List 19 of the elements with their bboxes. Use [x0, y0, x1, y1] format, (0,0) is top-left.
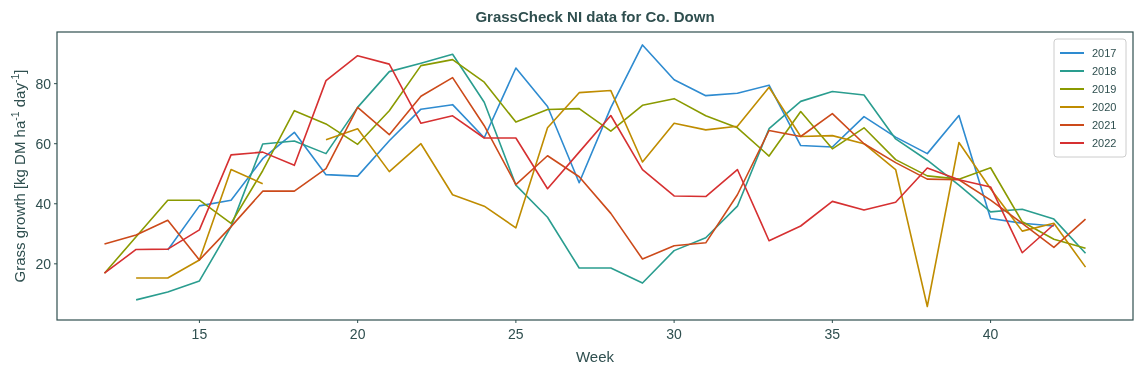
chart-title: GrassCheck NI data for Co. Down	[475, 8, 715, 25]
x-tick-label: 20	[349, 326, 366, 342]
legend-label: 2017	[1092, 47, 1117, 59]
x-tick-label: 35	[824, 326, 841, 342]
x-tick-label: 25	[508, 326, 524, 342]
legend-label: 2018	[1092, 65, 1117, 77]
legend-label: 2020	[1092, 101, 1117, 113]
legend-label: 2019	[1092, 83, 1117, 95]
x-tick-label: 30	[666, 326, 683, 342]
y-tick-label: 60	[35, 135, 52, 152]
x-axis-title: Week	[575, 348, 615, 365]
y-tick-label: 20	[35, 255, 52, 272]
line-series	[135, 53, 1087, 301]
x-tick-label: 40	[982, 326, 999, 342]
x-tick-label: 15	[191, 326, 208, 342]
legend-label: 2021	[1092, 119, 1117, 131]
y-tick-label: 40	[35, 195, 52, 212]
y-tick-label: 80	[35, 75, 52, 92]
legend-label: 2022	[1092, 137, 1117, 149]
